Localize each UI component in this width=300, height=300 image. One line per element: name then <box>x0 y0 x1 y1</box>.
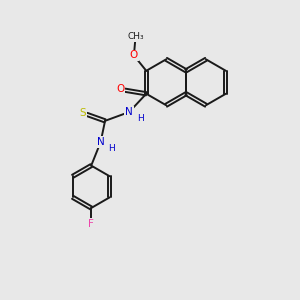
Text: F: F <box>88 219 94 229</box>
Text: S: S <box>79 108 86 118</box>
Text: O: O <box>116 84 124 94</box>
Text: CH₃: CH₃ <box>127 32 144 41</box>
Text: O: O <box>130 50 138 61</box>
Text: H: H <box>137 114 144 123</box>
Text: H: H <box>109 144 115 153</box>
Text: N: N <box>125 107 133 117</box>
Text: N: N <box>97 137 104 147</box>
